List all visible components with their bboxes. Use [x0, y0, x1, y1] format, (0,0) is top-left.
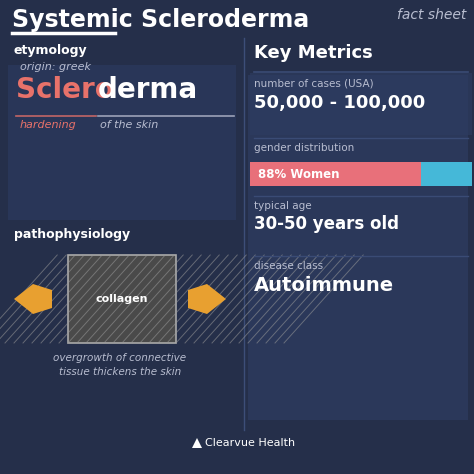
Text: fact sheet: fact sheet	[397, 8, 466, 22]
Text: Sclero: Sclero	[16, 76, 114, 104]
Text: Systemic Scleroderma: Systemic Scleroderma	[12, 8, 309, 32]
Text: of the skin: of the skin	[100, 120, 158, 130]
Text: derma: derma	[98, 76, 198, 104]
Text: 88% Women: 88% Women	[258, 167, 339, 181]
Text: collagen: collagen	[96, 294, 148, 304]
Text: 30-50 years old: 30-50 years old	[254, 215, 399, 233]
Bar	[248, 75, 468, 420]
Text: gender distribution: gender distribution	[254, 143, 354, 153]
Text: number of cases (USA): number of cases (USA)	[254, 78, 374, 88]
Bar	[421, 162, 472, 186]
Bar	[250, 162, 421, 186]
Text: Clearvue Health: Clearvue Health	[205, 438, 295, 448]
Bar	[8, 65, 236, 220]
Bar	[68, 255, 176, 343]
Polygon shape	[192, 438, 202, 448]
Text: typical age: typical age	[254, 201, 311, 211]
Bar	[250, 73, 472, 135]
Text: disease class: disease class	[254, 261, 323, 271]
Text: origin: greek: origin: greek	[20, 62, 91, 72]
Polygon shape	[14, 284, 52, 314]
Text: 50,000 - 100,000: 50,000 - 100,000	[254, 94, 425, 112]
Text: hardening: hardening	[20, 120, 77, 130]
Text: Autoimmune: Autoimmune	[254, 276, 394, 295]
Text: etymology: etymology	[14, 44, 88, 57]
Polygon shape	[188, 284, 226, 314]
Text: Key Metrics: Key Metrics	[254, 44, 373, 62]
Text: pathophysiology: pathophysiology	[14, 228, 130, 241]
Text: overgrowth of connective
tissue thickens the skin: overgrowth of connective tissue thickens…	[54, 353, 187, 377]
